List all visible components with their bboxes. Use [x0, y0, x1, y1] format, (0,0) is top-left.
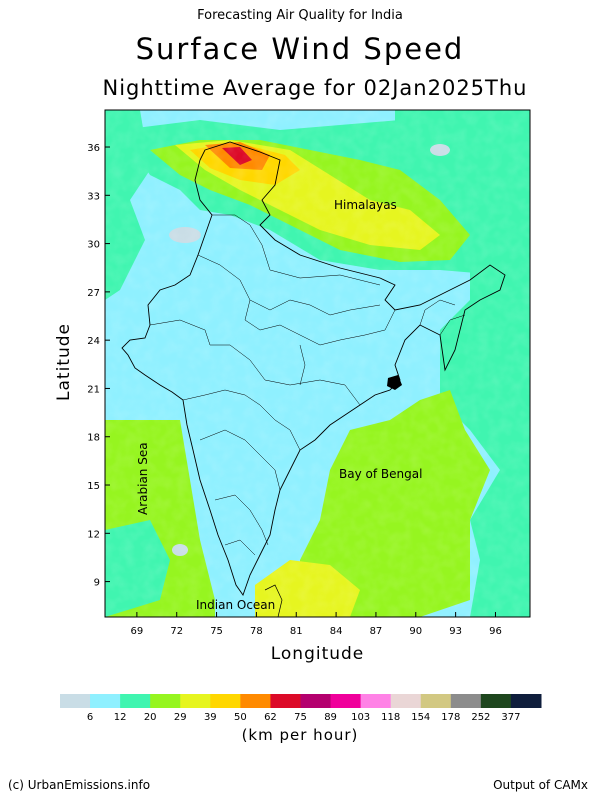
x-axis-label: Longitude — [270, 644, 365, 664]
wind-field — [105, 110, 530, 617]
colorbar-swatch — [210, 694, 241, 708]
label-himalayas: Himalayas — [334, 198, 397, 212]
colorbar-swatch — [480, 694, 512, 708]
colorbar-swatch — [420, 694, 452, 708]
x-tick-label: 93 — [449, 626, 462, 637]
colorbar-swatch — [390, 694, 422, 708]
x-tick-label: 87 — [370, 626, 383, 637]
colorbar-swatch — [300, 694, 332, 708]
field-texture — [105, 110, 530, 617]
colorbar-tick-label: 178 — [441, 712, 460, 723]
y-tick-label: 12 — [87, 529, 100, 540]
chart-subtitle: Nighttime Average for 02Jan2025Thu — [102, 76, 528, 100]
y-tick-label: 24 — [87, 336, 100, 347]
colorbar-swatch — [90, 694, 121, 708]
colorbar-tick-label: 118 — [381, 712, 400, 723]
colorbar-tick-label: 12 — [114, 712, 127, 723]
x-tick-label: 72 — [170, 626, 183, 637]
plot-frame — [104, 109, 531, 618]
supertitle: Forecasting Air Quality for India — [197, 8, 403, 23]
x-tick-label: 90 — [409, 626, 422, 637]
credit-right: Output of CAMx — [493, 778, 588, 792]
y-tick-label: 9 — [94, 578, 100, 589]
colorbar-tick-label: 103 — [351, 712, 370, 723]
sri-lanka-outline — [264, 584, 283, 617]
label-arabian-sea: Arabian Sea — [136, 442, 150, 515]
x-tick-label: 81 — [290, 626, 303, 637]
credit-left: (c) UrbanEmissions.info — [8, 778, 151, 792]
y-tick-label: 18 — [87, 433, 100, 444]
colorbar-swatch — [180, 694, 211, 708]
x-tick-label: 78 — [250, 626, 263, 637]
y-axis-label: Latitude — [54, 323, 74, 401]
india-outline — [121, 141, 506, 596]
chart-title: Surface Wind Speed — [135, 32, 465, 66]
colorbar-tick-label: 75 — [294, 712, 307, 723]
x-tick-label: 96 — [489, 626, 502, 637]
y-tick-label: 15 — [87, 481, 100, 492]
colorbar-tick-label: 29 — [174, 712, 187, 723]
colorbar-tick-label: 62 — [264, 712, 277, 723]
colorbar-swatch — [150, 694, 181, 708]
label-indian-ocean: Indian Ocean — [196, 598, 275, 612]
colorbar: 6 12 20 29 39 50 62 75 89 103 118 154 178 252 377 — [60, 694, 542, 723]
colorbar-swatch — [510, 694, 542, 708]
colorbar-swatch — [120, 694, 151, 708]
state-boundaries — [149, 214, 466, 556]
y-tick-label: 30 — [87, 240, 100, 251]
y-ticks: 36 33 30 27 24 21 18 15 12 9 — [87, 143, 110, 589]
colorbar-tick-label: 6 — [87, 712, 93, 723]
y-tick-label: 21 — [87, 384, 100, 395]
delta-marks — [387, 375, 402, 390]
colorbar-tick-label: 20 — [144, 712, 157, 723]
colorbar-swatch — [360, 694, 392, 708]
colorbar-tick-label: 39 — [204, 712, 217, 723]
colorbar-tick-label: 50 — [234, 712, 247, 723]
colorbar-swatch — [450, 694, 482, 708]
y-tick-label: 33 — [87, 191, 100, 202]
x-tick-label: 75 — [210, 626, 223, 637]
colorbar-tick-label: 377 — [501, 712, 520, 723]
colorbar-units: (km per hour) — [241, 726, 359, 744]
colorbar-swatch — [240, 694, 271, 708]
colorbar-swatch — [330, 694, 362, 708]
colorbar-swatch — [60, 694, 91, 708]
y-tick-label: 36 — [87, 143, 100, 154]
colorbar-tick-label: 89 — [324, 712, 337, 723]
x-ticks: 69 72 75 78 81 84 87 90 93 96 — [131, 612, 502, 637]
y-tick-label: 27 — [87, 288, 100, 299]
label-bay-of-bengal: Bay of Bengal — [339, 467, 422, 481]
colorbar-tick-label: 154 — [411, 712, 430, 723]
colorbar-swatch — [270, 694, 301, 708]
x-tick-label: 69 — [131, 626, 144, 637]
x-tick-label: 84 — [330, 626, 343, 637]
colorbar-tick-label: 252 — [471, 712, 490, 723]
